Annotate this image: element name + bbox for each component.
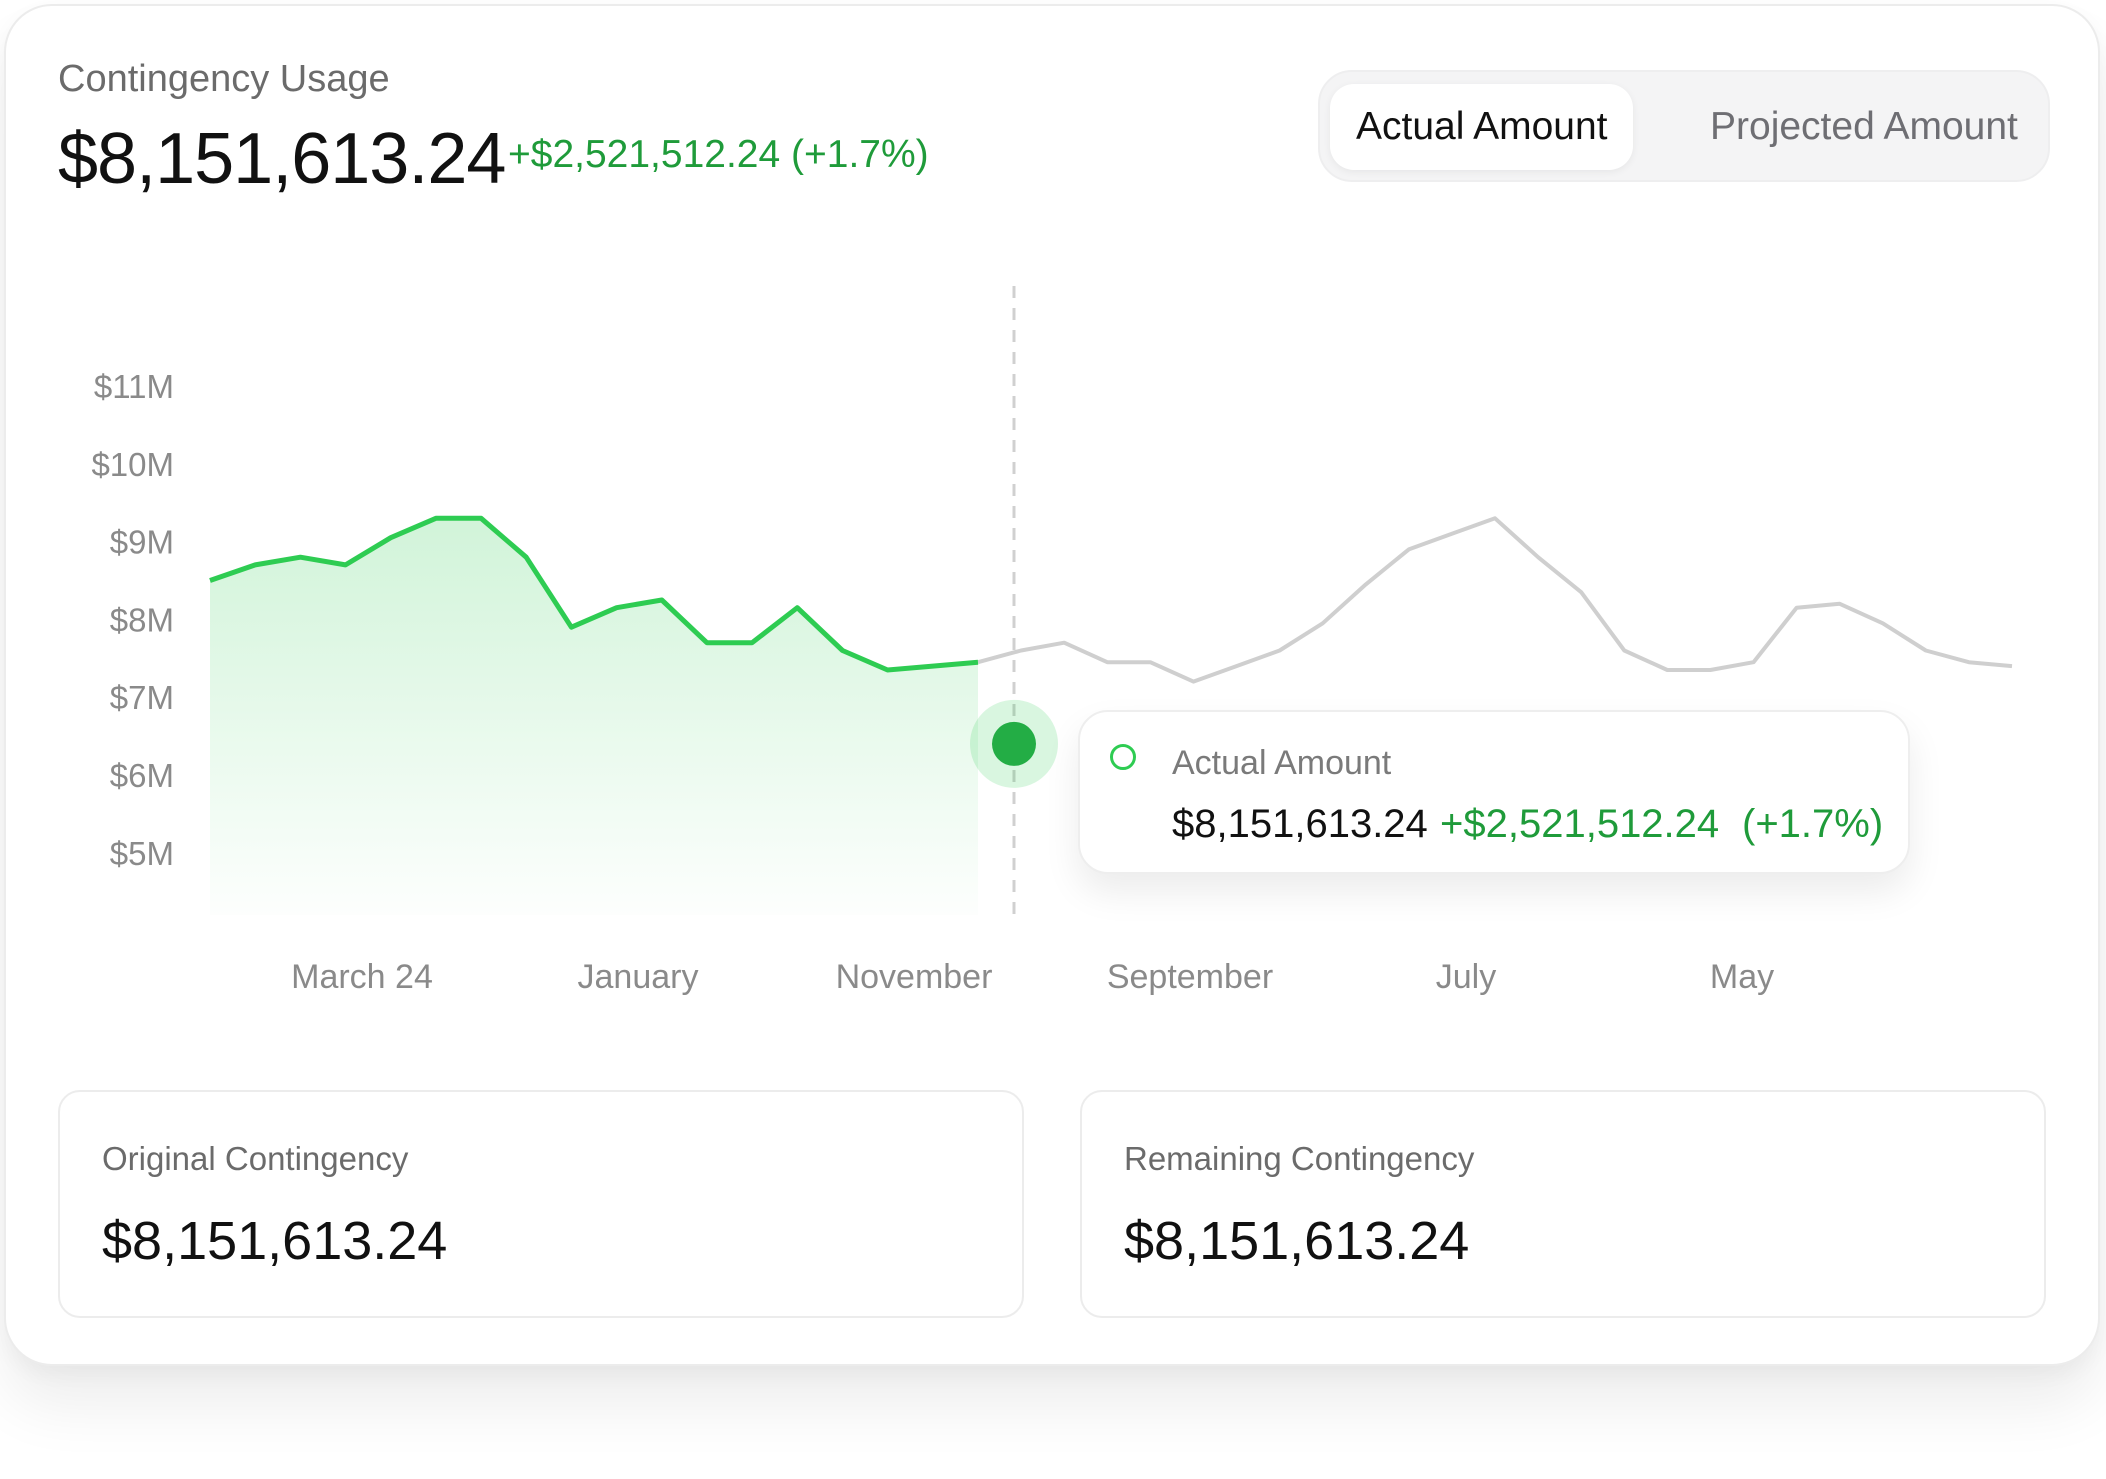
y-tick-label: $6M <box>110 757 174 794</box>
x-tick-label: January <box>578 958 699 996</box>
x-tick-label: November <box>836 958 993 996</box>
y-tick-label: $11M <box>94 368 174 405</box>
amount-toggle: Actual Amount Projected Amount <box>1318 70 2050 182</box>
x-tick-label: May <box>1710 958 1774 996</box>
card-title: Contingency Usage <box>58 58 390 100</box>
contingency-line-chart: $11M $10M $9M $8M $7M $6M $5M March 24 January N… <box>91 286 2013 996</box>
tooltip-label: Actual Amount <box>1172 744 1392 782</box>
x-axis-ticks: March 24 January November September July May <box>291 958 1774 996</box>
legend-dot-icon <box>1110 744 1136 770</box>
hover-marker-dot[interactable] <box>992 721 1036 766</box>
projected-series-line <box>977 516 2013 684</box>
tooltip-percent: (+1.7%) <box>1742 802 1884 846</box>
y-tick-label: $8M <box>110 601 174 638</box>
remaining-contingency-value: $8,151,613.24 <box>1124 1211 1470 1271</box>
actual-series-line <box>209 515 979 673</box>
x-tick-label: March 24 <box>291 958 433 996</box>
tooltip-value: $8,151,613.24 <box>1172 802 1428 846</box>
hover-tooltip: Actual Amount $8,151,613.24 +$2,521,512.… <box>1078 710 1910 874</box>
original-contingency-label: Original Contingency <box>102 1140 409 1177</box>
y-tick-label: $7M <box>110 679 174 716</box>
actual-series-area <box>210 518 978 915</box>
x-tick-label: September <box>1107 958 1273 996</box>
tooltip-delta: +$2,521,512.24 <box>1440 802 1720 846</box>
y-tick-label: $10M <box>91 446 174 483</box>
tab-actual-amount[interactable]: Actual Amount <box>1330 84 1634 170</box>
tab-projected-amount[interactable]: Projected Amount <box>1710 105 2018 148</box>
x-tick-label: July <box>1436 958 1496 996</box>
total-amount: $8,151,613.24 <box>58 119 506 199</box>
original-contingency-value: $8,151,613.24 <box>102 1211 448 1271</box>
remaining-contingency-label: Remaining Contingency <box>1124 1140 1475 1177</box>
y-tick-label: $5M <box>110 835 174 872</box>
y-tick-label: $9M <box>110 524 174 561</box>
y-axis-ticks: $11M $10M $9M $8M $7M $6M $5M <box>91 368 174 872</box>
remaining-contingency-card: Remaining Contingency $8,151,613.24 <box>1080 1090 2046 1318</box>
original-contingency-card: Original Contingency $8,151,613.24 <box>58 1090 1024 1318</box>
total-delta: +$2,521,512.24 (+1.7%) <box>508 133 929 176</box>
